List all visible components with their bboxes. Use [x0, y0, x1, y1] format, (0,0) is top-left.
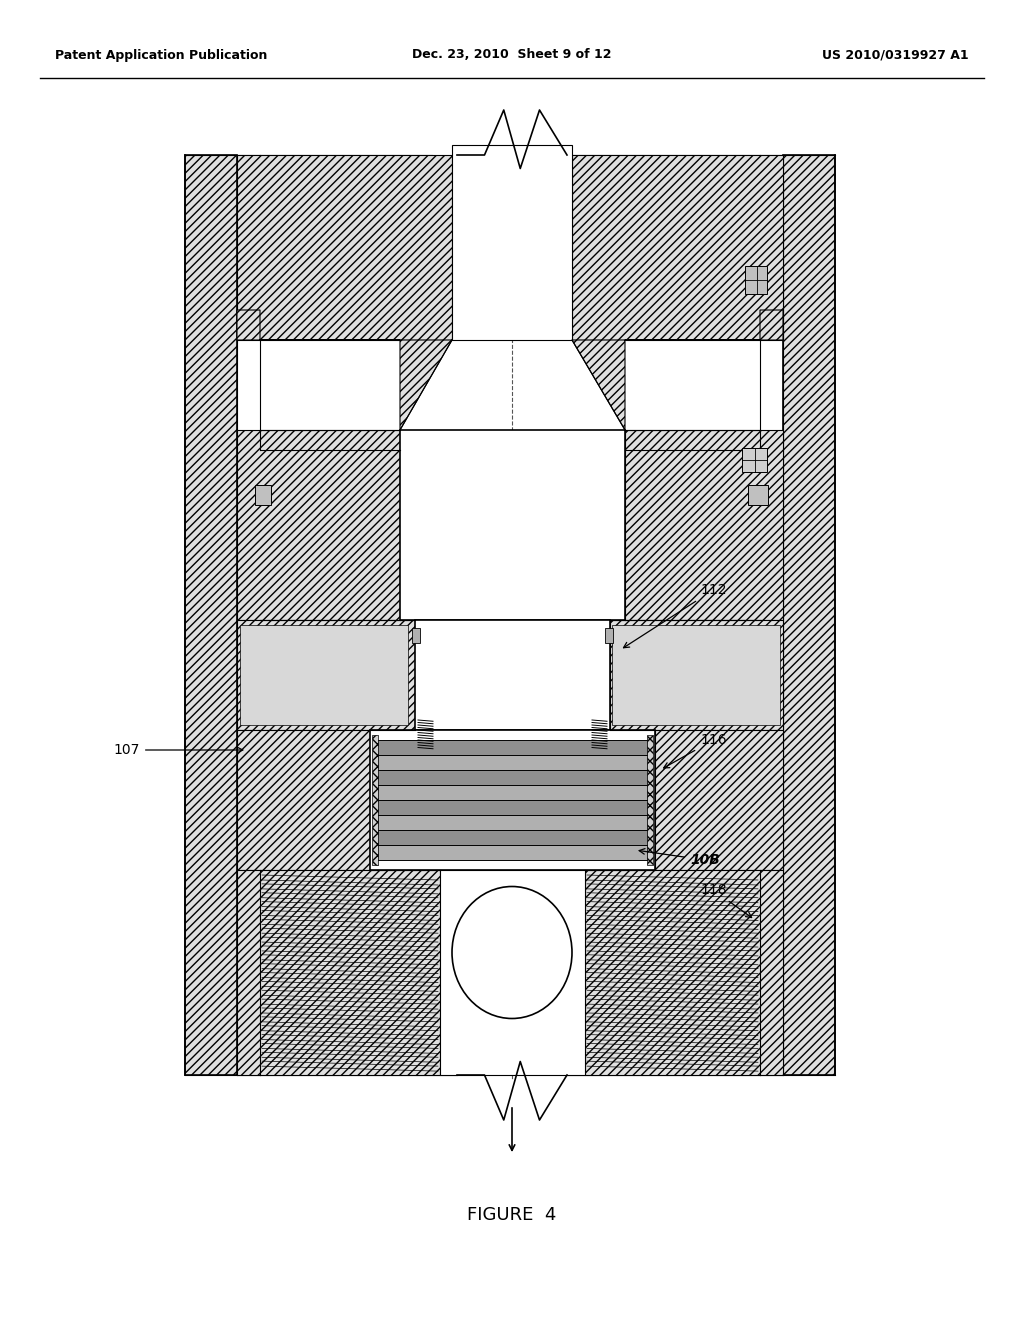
Bar: [378, 800, 647, 814]
Bar: [378, 845, 647, 861]
Bar: [378, 741, 647, 755]
Bar: [612, 624, 780, 725]
Text: 107: 107: [114, 743, 243, 756]
Bar: [378, 785, 647, 800]
Text: 10B: 10B: [639, 849, 720, 867]
Bar: [625, 430, 783, 620]
Bar: [378, 830, 647, 845]
Bar: [605, 628, 613, 643]
Bar: [370, 730, 655, 870]
Polygon shape: [572, 310, 783, 430]
Bar: [440, 870, 585, 1074]
Bar: [237, 430, 400, 620]
Bar: [237, 730, 370, 870]
Bar: [255, 484, 271, 506]
Bar: [185, 154, 237, 1074]
Bar: [610, 620, 783, 730]
Bar: [378, 814, 647, 830]
Text: 116: 116: [664, 733, 727, 768]
Bar: [745, 267, 767, 294]
Text: 112: 112: [624, 583, 726, 648]
Bar: [783, 154, 835, 1074]
Bar: [237, 620, 415, 730]
Bar: [378, 755, 647, 770]
Ellipse shape: [452, 887, 572, 1019]
Text: Dec. 23, 2010  Sheet 9 of 12: Dec. 23, 2010 Sheet 9 of 12: [413, 49, 611, 62]
Text: 118: 118: [700, 883, 752, 917]
Bar: [748, 484, 768, 506]
Text: FIGURE  4: FIGURE 4: [467, 1206, 557, 1224]
Bar: [742, 447, 767, 473]
Bar: [452, 145, 572, 341]
Text: Patent Application Publication: Patent Application Publication: [55, 49, 267, 62]
Bar: [400, 430, 625, 620]
Bar: [378, 770, 647, 785]
Bar: [237, 154, 452, 341]
Bar: [237, 870, 440, 1074]
Bar: [655, 730, 783, 870]
Bar: [585, 870, 783, 1074]
Bar: [412, 628, 420, 643]
Text: US 2010/0319927 A1: US 2010/0319927 A1: [822, 49, 969, 62]
Bar: [240, 624, 408, 725]
Bar: [415, 620, 610, 730]
Polygon shape: [237, 310, 452, 430]
Bar: [372, 735, 378, 865]
Bar: [647, 735, 653, 865]
Bar: [572, 154, 783, 341]
